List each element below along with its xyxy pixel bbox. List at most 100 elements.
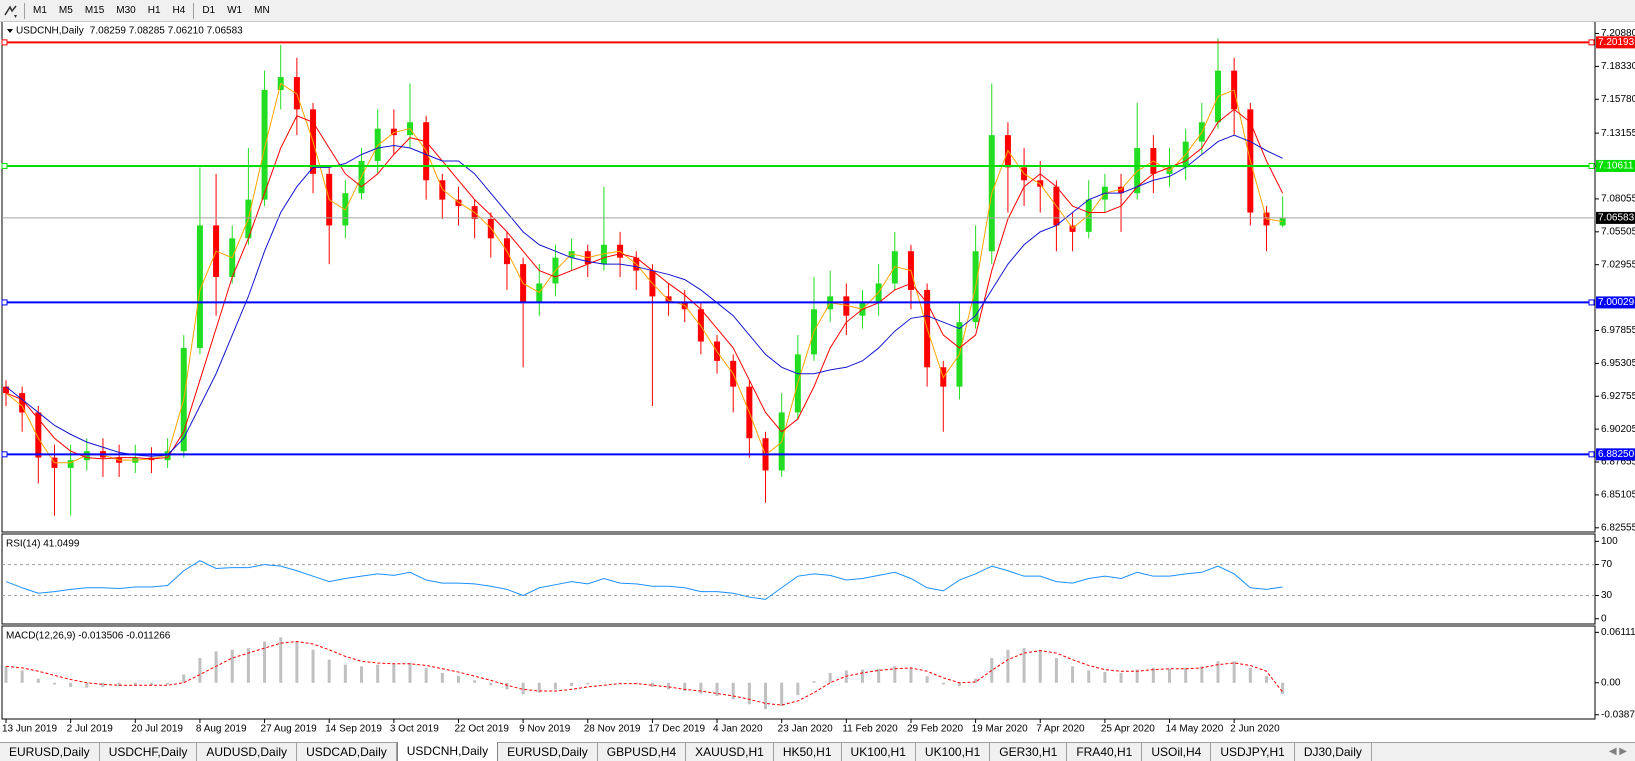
macd-bar	[133, 682, 137, 686]
macd-bar	[230, 649, 234, 683]
timeframe-button[interactable]: D1	[202, 5, 216, 16]
macd-bar	[20, 670, 24, 683]
macd-bar	[263, 641, 267, 683]
timeframe-button[interactable]: MN	[254, 5, 270, 16]
current-price-box	[1596, 211, 1635, 224]
chart-tab[interactable]: UK100,H1	[916, 743, 991, 761]
tool-icon[interactable]	[0, 1, 22, 21]
timeframe-button[interactable]: H4	[172, 5, 186, 16]
macd-bar	[796, 682, 800, 696]
chart-tab[interactable]: UK100,H1	[842, 743, 916, 761]
x-tick-label: 11 Feb 2020	[842, 724, 898, 735]
candle-body	[83, 451, 90, 461]
y-tick-label: 100	[1601, 536, 1618, 547]
timeframe-button[interactable]: M1	[33, 5, 47, 16]
macd-bar	[101, 682, 105, 687]
chart-tab[interactable]: GBPUSD,H4	[598, 743, 687, 761]
level-handle	[1, 162, 8, 169]
macd-bar	[1281, 682, 1285, 694]
y-tick-label: 6.87655	[1601, 457, 1635, 468]
x-tick-label: 17 Dec 2019	[648, 724, 705, 735]
macd-bar	[1135, 669, 1139, 683]
x-tick-label: 27 Aug 2019	[261, 724, 318, 735]
candle-body	[536, 283, 543, 303]
timeframe-button[interactable]: M5	[58, 5, 73, 16]
chart-tab[interactable]: AUDUSD,Daily	[197, 743, 298, 761]
macd-bar	[1200, 666, 1204, 683]
chart-tab[interactable]: EURUSD,Daily	[498, 743, 598, 761]
chart-tab[interactable]: USDCHF,Daily	[100, 743, 198, 761]
chart-tab[interactable]: USOil,H4	[1142, 743, 1212, 761]
chart-tabs: EURUSD,Daily USDCHF,Daily AUDUSD,Daily USDC…	[0, 742, 1635, 761]
level-handle	[1, 299, 8, 306]
macd-bar	[909, 667, 913, 683]
timeframe-button[interactable]: H1	[147, 5, 161, 16]
level-handle	[1, 39, 8, 46]
candle-body	[843, 296, 850, 316]
chart-tab[interactable]: USDCNH,Daily	[396, 742, 499, 761]
timeframe-button[interactable]: M30	[116, 5, 136, 16]
current-price-label: 7.06583	[1598, 213, 1635, 224]
chart-tab[interactable]: HK50,H1	[774, 743, 842, 761]
candle-body	[3, 386, 9, 394]
y-tick-label: 0.00	[1601, 677, 1621, 688]
y-tick-label: 6.85105	[1601, 490, 1635, 501]
chart-tab[interactable]: USDJPY,H1	[1211, 743, 1295, 761]
tab-scroll[interactable]: ◀ ▶	[1608, 746, 1627, 757]
macd-bar	[586, 682, 590, 685]
moving-average	[5, 82, 1283, 464]
macd-bar	[279, 637, 283, 683]
x-tick-label: 25 Apr 2020	[1101, 724, 1155, 735]
level-price-label: 7.20193	[1598, 37, 1635, 48]
moving-average	[5, 134, 1283, 457]
macd-bar	[570, 682, 574, 687]
macd-bar	[311, 649, 315, 683]
indicator-line	[5, 560, 1283, 600]
macd-bar	[715, 682, 719, 696]
x-tick-label: 20 Jul 2019	[131, 724, 183, 735]
macd-bar	[456, 676, 460, 683]
panel-plot	[2, 38, 1595, 516]
chart-tab[interactable]: EURUSD,Daily	[0, 743, 100, 761]
timeframe-button[interactable]: M15	[84, 5, 105, 16]
y-tick-label: 30	[1601, 590, 1613, 601]
candle-body	[1085, 199, 1092, 232]
macd-bar	[699, 682, 703, 694]
chart-tab[interactable]: USDCAD,Daily	[297, 743, 397, 761]
macd-bar	[360, 666, 364, 683]
candle-body	[439, 180, 446, 200]
panel-plot	[2, 560, 1595, 600]
macd-bar	[327, 659, 331, 683]
macd-bar	[925, 676, 929, 683]
macd-bar	[489, 682, 493, 686]
macd-bar	[408, 662, 412, 683]
chart-tab[interactable]: DJ30,Daily	[1295, 743, 1372, 761]
level-price-label: 7.00029	[1598, 297, 1635, 308]
macd-bar	[1022, 648, 1026, 683]
chart-tab[interactable]: FRA40,H1	[1067, 743, 1143, 761]
macd-bar	[764, 682, 768, 710]
macd-bar	[246, 648, 250, 683]
panel-title: USDCNH,Daily	[16, 26, 84, 37]
candle-body	[1134, 148, 1141, 194]
y-tick-label: -0.03877	[1601, 709, 1635, 720]
macd-bar	[295, 641, 299, 683]
macd-bar	[376, 664, 380, 683]
macd-bar	[1071, 666, 1075, 683]
chart-tab[interactable]: GER30,H1	[990, 743, 1068, 761]
x-tick-label: 22 Oct 2019	[454, 724, 509, 735]
macd-bar	[473, 680, 477, 683]
macd-bar	[893, 666, 897, 683]
y-tick-label: 0	[1601, 613, 1607, 624]
macd-bar	[1119, 672, 1123, 683]
level-handle	[1588, 299, 1595, 306]
candle-body	[1279, 217, 1286, 226]
chart-tab[interactable]: XAUUSD,H1	[686, 743, 774, 761]
y-tick-label: 6.95305	[1601, 358, 1635, 369]
timeframe-button[interactable]: W1	[227, 5, 243, 16]
macd-bar	[182, 674, 186, 683]
x-tick-label: 2 Jul 2019	[67, 724, 114, 735]
macd-bar	[343, 664, 347, 683]
macd-bar	[747, 682, 751, 705]
